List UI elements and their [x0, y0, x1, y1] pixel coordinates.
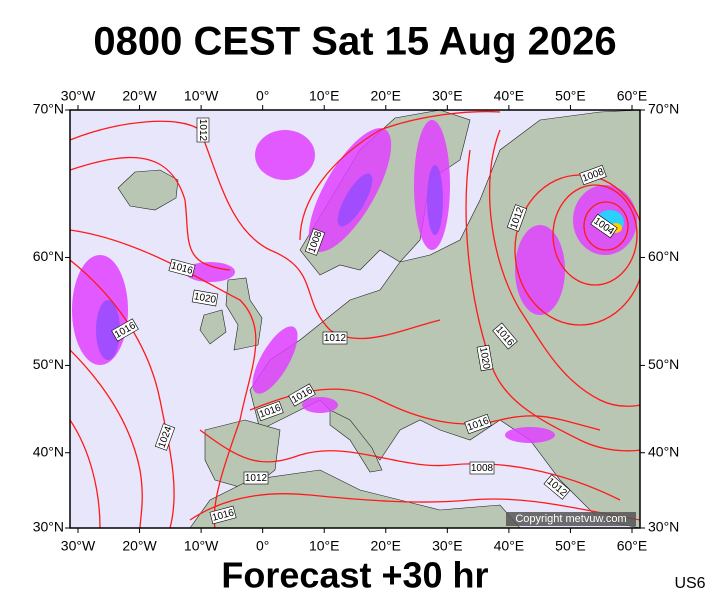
- precip: [515, 225, 565, 315]
- isobar: [488, 129, 640, 407]
- lon-tick-label: 60°E: [617, 538, 648, 554]
- lat-tick-label: 50°N: [648, 356, 679, 372]
- isobar: [199, 429, 621, 501]
- lon-tick-label: 30°W: [61, 88, 96, 104]
- map-frame: [69, 109, 641, 529]
- isobar-label-box: [464, 413, 492, 435]
- lon-tick-label: 50°E: [555, 538, 586, 554]
- lon-tick-label: 0°: [256, 88, 269, 104]
- britain: [225, 277, 263, 351]
- lon-tick-label: 10°W: [184, 88, 219, 104]
- lon-tick-label: 20°E: [371, 538, 402, 554]
- lat-tick-label: 30°N: [33, 519, 64, 535]
- lon-tick-label: 10°E: [309, 88, 340, 104]
- isobar-label-text: 1012: [245, 473, 268, 484]
- map-area: Copyright metvuw.com: [69, 109, 641, 529]
- lat-tick-label: 60°N: [648, 248, 679, 264]
- isobar: [70, 259, 175, 528]
- lat-tick-label: 40°N: [648, 443, 679, 459]
- isobar-label-text: 1012: [324, 333, 347, 344]
- isobar-label-box: [243, 471, 269, 485]
- lon-tick-label: 20°W: [122, 88, 157, 104]
- lon-tick-label: 20°E: [371, 88, 402, 104]
- isobar-label-box: [154, 423, 176, 451]
- isobar-label: 1012: [196, 117, 210, 143]
- isobar-label: 1020: [191, 289, 219, 307]
- copyright-box: [506, 512, 636, 526]
- isobar-label: 1012: [243, 471, 269, 485]
- isobar: [70, 229, 257, 528]
- isobar-label-box: [304, 228, 326, 256]
- precip: [96, 300, 120, 360]
- isobar-label-box: [191, 289, 219, 307]
- lon-tick-label: 40°E: [494, 88, 525, 104]
- isobar-label: 1008: [469, 461, 495, 475]
- isobar-label-box: [288, 383, 316, 407]
- precip: [337, 173, 373, 227]
- isobar-label-box: [492, 322, 518, 350]
- lon-tick-label: 60°E: [617, 88, 648, 104]
- isobar: [299, 110, 501, 241]
- lon-tick-label: 40°E: [494, 538, 525, 554]
- italy: [329, 409, 383, 473]
- isobar-label-box: [579, 164, 607, 186]
- isobar-label: 1012: [322, 331, 348, 345]
- map-title: 0800 CEST Sat 15 Aug 2026: [93, 20, 616, 64]
- isobar-label-box: [469, 461, 495, 475]
- precip: [302, 397, 338, 413]
- isobar: [583, 201, 629, 251]
- lat-tick-label: 60°N: [33, 248, 64, 264]
- lat-tick-label: 70°N: [648, 101, 679, 117]
- isobar-label-box: [111, 318, 139, 342]
- isobar: [70, 419, 101, 528]
- isobar-label-box: [476, 344, 494, 372]
- iceland: [117, 169, 179, 211]
- copyright: Copyright metvuw.com: [515, 513, 626, 525]
- isobar-label-text: 1020: [477, 346, 492, 370]
- precip: [427, 165, 443, 235]
- lon-tick-label: 50°E: [555, 88, 586, 104]
- isobar-label-box: [209, 505, 237, 525]
- isobar-label-box: [543, 474, 571, 500]
- precip: [505, 427, 555, 443]
- isobar: [249, 388, 601, 431]
- isobar: [70, 156, 231, 271]
- isobar: [70, 120, 441, 340]
- isobar-label: 1020: [476, 344, 494, 372]
- precip: [255, 130, 315, 180]
- isobar-label-text: 1020: [193, 291, 217, 306]
- isobar-label-box: [322, 331, 348, 345]
- lon-tick-label: 0°: [256, 538, 269, 554]
- lon-tick-label: 10°W: [184, 538, 219, 554]
- ireland: [199, 309, 227, 345]
- isobar-label: 1016: [209, 505, 237, 525]
- isobar: [552, 184, 638, 286]
- isobar-label-box: [168, 258, 196, 278]
- isobar-label-box: [590, 213, 618, 239]
- lat-tick-label: 30°N: [648, 519, 679, 535]
- lat-tick-label: 50°N: [33, 356, 64, 372]
- precip: [252, 326, 298, 394]
- lon-tick-label: 30°E: [432, 538, 463, 554]
- isobar: [465, 149, 640, 452]
- lon-tick-label: 10°E: [309, 538, 340, 554]
- isobar-label: 1016: [168, 258, 196, 278]
- isobar-label-text: 1012: [197, 119, 208, 142]
- isobar-label-box: [256, 400, 284, 422]
- lat-tick-label: 40°N: [33, 443, 64, 459]
- lon-tick-label: 20°W: [122, 538, 157, 554]
- isobar-label-box: [506, 204, 528, 232]
- isobar: [70, 349, 143, 528]
- lon-tick-label: 30°E: [432, 88, 463, 104]
- isobar-label-text: 1008: [471, 463, 494, 474]
- lon-tick-label: 30°W: [61, 538, 96, 554]
- model-id: US6: [674, 575, 705, 592]
- forecast-label: Forecast +30 hr: [221, 555, 488, 596]
- lat-tick-label: 70°N: [33, 101, 64, 117]
- isobar-label-box: [196, 117, 210, 143]
- isobar: [189, 493, 640, 521]
